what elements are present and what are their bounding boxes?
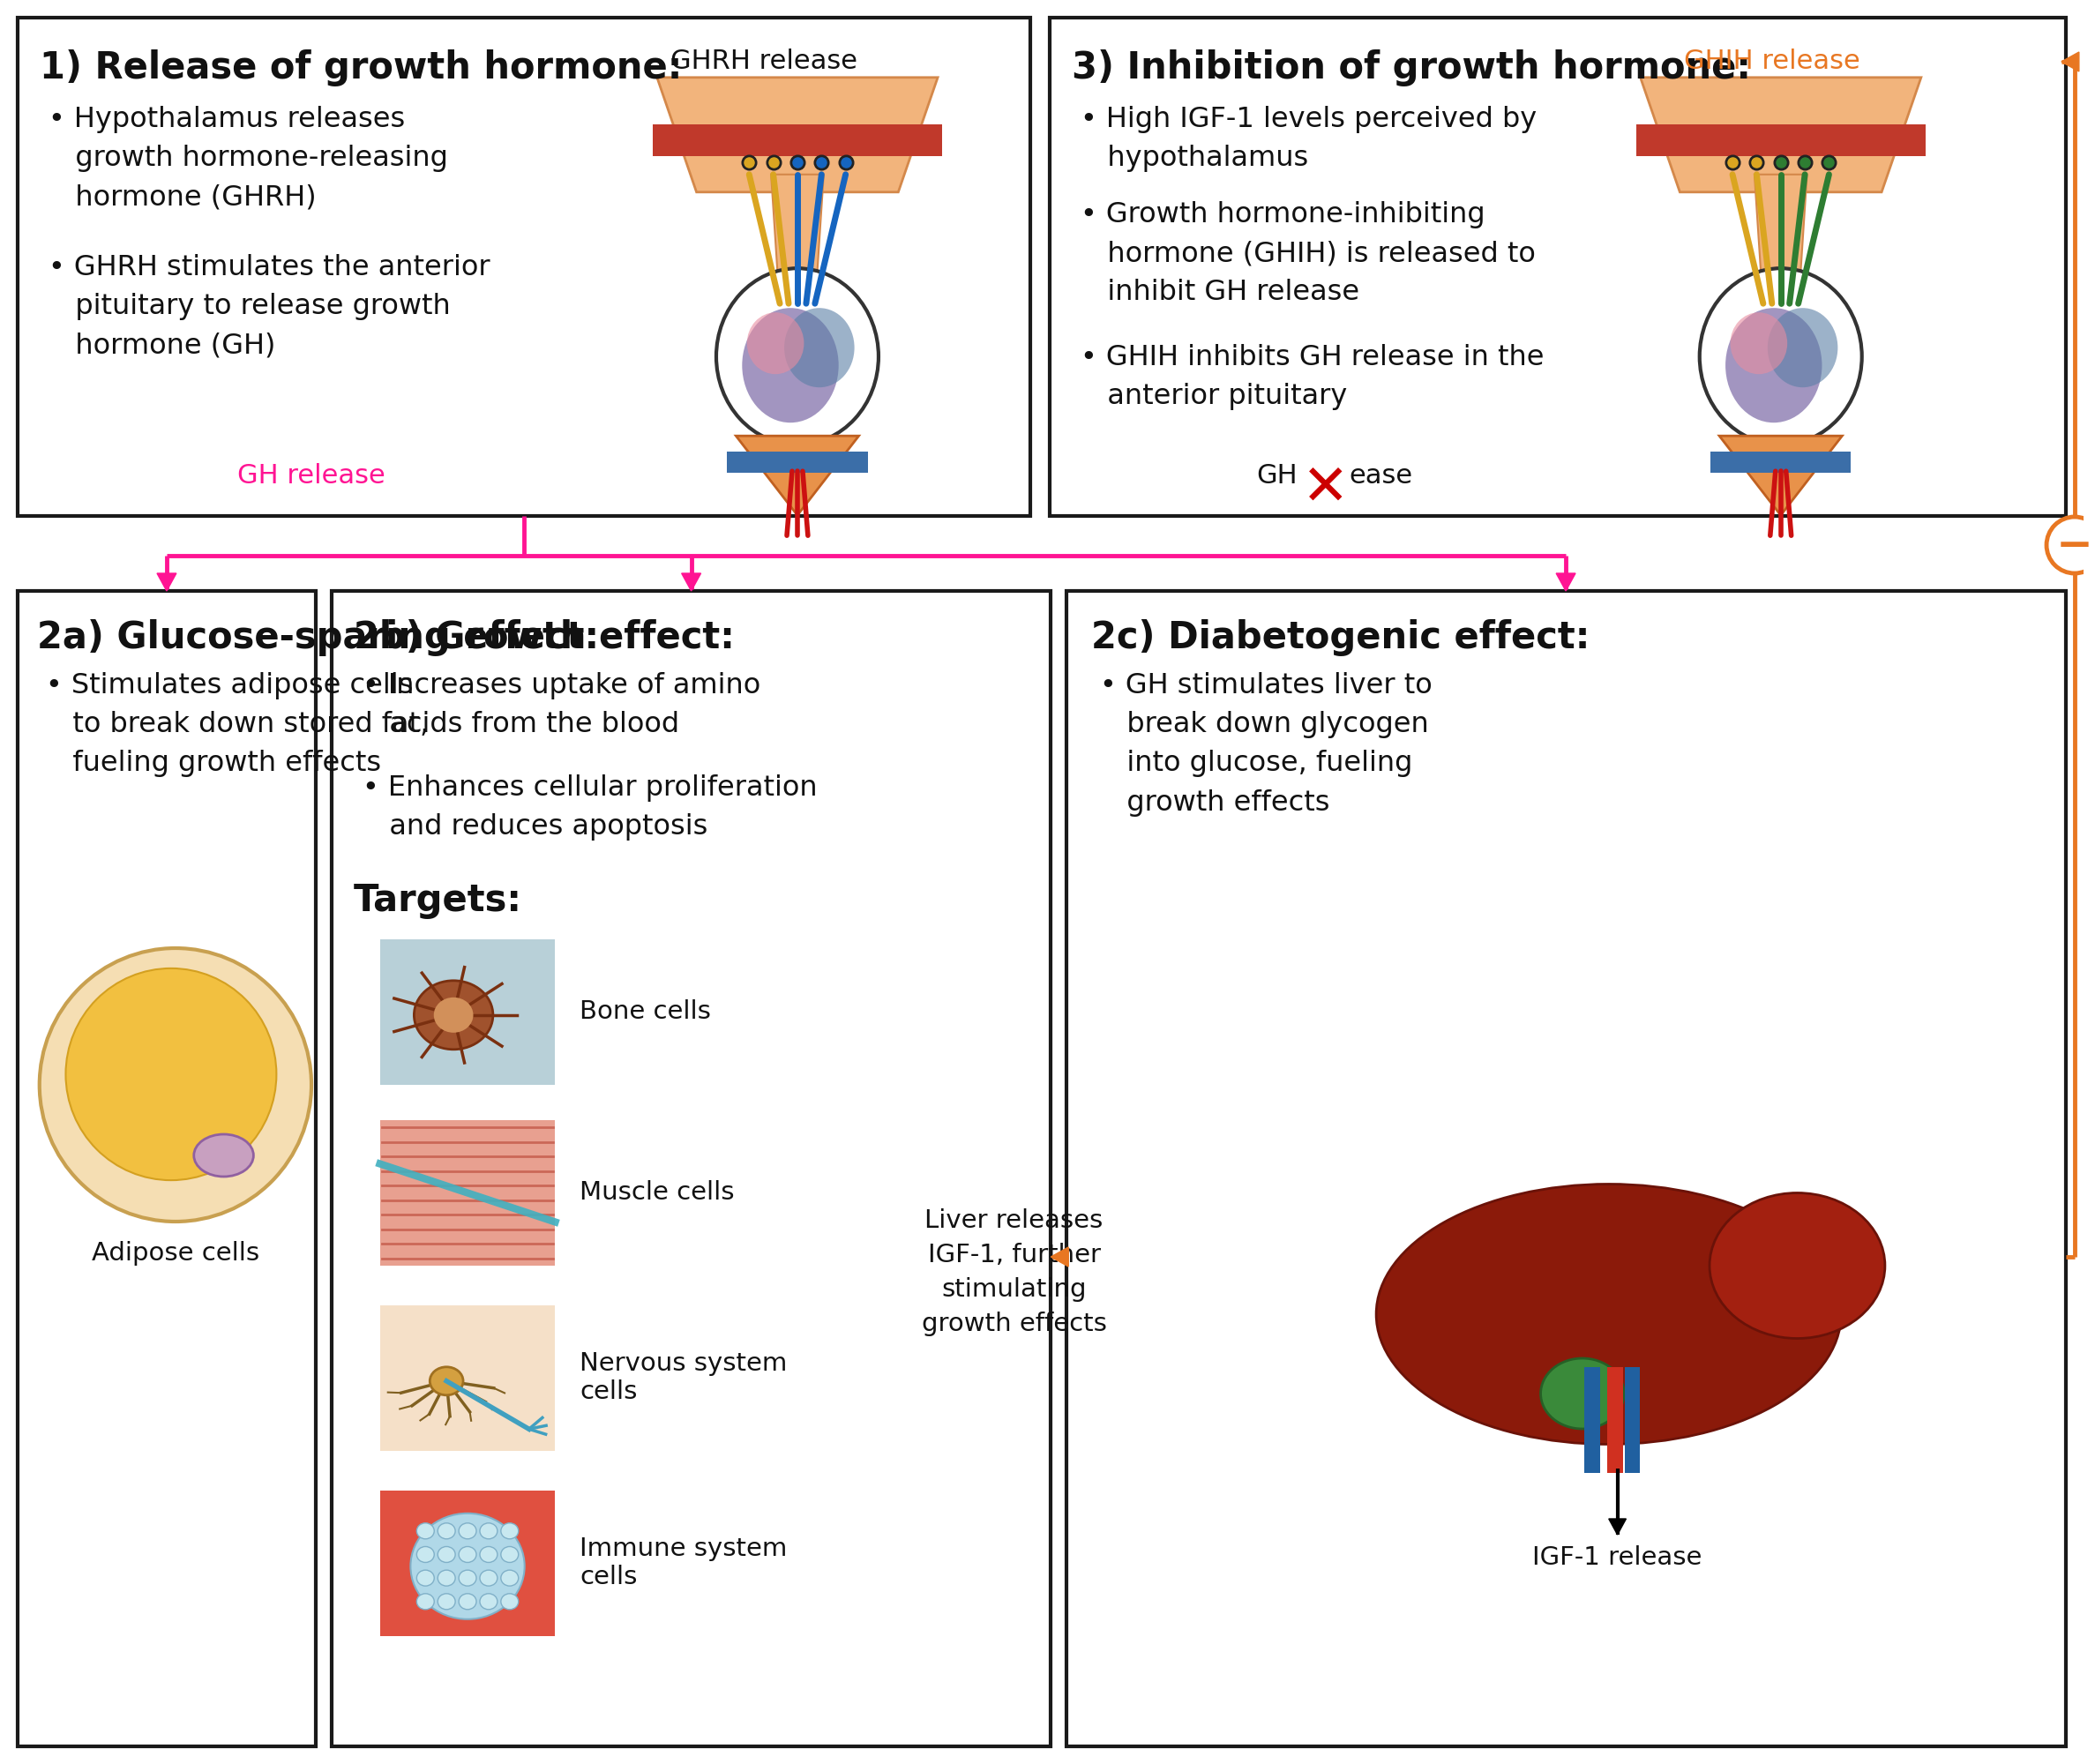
- Ellipse shape: [438, 1522, 455, 1538]
- Ellipse shape: [784, 309, 855, 388]
- Polygon shape: [157, 573, 176, 591]
- Bar: [379, 1120, 555, 1267]
- Ellipse shape: [417, 1570, 434, 1586]
- Ellipse shape: [480, 1570, 497, 1586]
- Text: ✕: ✕: [1301, 460, 1349, 515]
- Ellipse shape: [480, 1593, 497, 1609]
- Ellipse shape: [411, 1514, 524, 1619]
- Text: 2c) Diabetogenic effect:: 2c) Diabetogenic effect:: [1091, 619, 1590, 656]
- Bar: [17, 18, 1031, 515]
- Text: GHIH release: GHIH release: [1684, 48, 1860, 74]
- Polygon shape: [1557, 573, 1575, 591]
- Text: • Hypothalamus releases
   growth hormone-releasing
   hormone (GHRH): • Hypothalamus releases growth hormone-r…: [48, 106, 448, 212]
- Ellipse shape: [1726, 309, 1823, 423]
- Text: • Growth hormone-inhibiting
   hormone (GHIH) is released to
   inhibit GH relea: • Growth hormone-inhibiting hormone (GHI…: [1081, 201, 1536, 307]
- Text: GH release: GH release: [237, 462, 385, 489]
- Polygon shape: [681, 573, 702, 591]
- Polygon shape: [2061, 51, 2078, 71]
- Bar: [1584, 1367, 1601, 1473]
- Ellipse shape: [65, 968, 277, 1180]
- Text: Bone cells: Bone cells: [580, 998, 710, 1023]
- Bar: [331, 591, 1052, 1746]
- Ellipse shape: [1540, 1358, 1624, 1429]
- Ellipse shape: [501, 1547, 517, 1563]
- Text: • High IGF-1 levels perceived by
   hypothalamus: • High IGF-1 levels perceived by hypotha…: [1081, 106, 1538, 173]
- Ellipse shape: [459, 1593, 476, 1609]
- Polygon shape: [1609, 1519, 1626, 1535]
- Ellipse shape: [480, 1547, 497, 1563]
- Text: • GHRH stimulates the anterior
   pituitary to release growth
   hormone (GH): • GHRH stimulates the anterior pituitary…: [48, 254, 490, 360]
- Polygon shape: [1052, 1247, 1068, 1267]
- Ellipse shape: [748, 312, 804, 374]
- Ellipse shape: [429, 1367, 463, 1395]
- Text: • Stimulates adipose cells
   to break down stored fat,
   fueling growth effect: • Stimulates adipose cells to break down…: [46, 672, 429, 778]
- Text: 1) Release of growth hormone:: 1) Release of growth hormone:: [40, 49, 683, 86]
- Text: IGF-1 release: IGF-1 release: [1534, 1545, 1703, 1570]
- Bar: [654, 125, 943, 157]
- Text: • Increases uptake of amino
   acids from the blood: • Increases uptake of amino acids from t…: [362, 672, 760, 739]
- Ellipse shape: [438, 1593, 455, 1609]
- Text: Nervous system
cells: Nervous system cells: [580, 1351, 788, 1404]
- Text: −: −: [2055, 526, 2093, 568]
- Bar: [727, 452, 867, 473]
- Text: ease: ease: [1349, 462, 1412, 489]
- Ellipse shape: [434, 997, 473, 1032]
- Polygon shape: [658, 78, 939, 192]
- Ellipse shape: [459, 1522, 476, 1538]
- Ellipse shape: [438, 1547, 455, 1563]
- Text: Immune system
cells: Immune system cells: [580, 1536, 788, 1589]
- Ellipse shape: [1376, 1184, 1842, 1445]
- Ellipse shape: [501, 1593, 517, 1609]
- Ellipse shape: [459, 1570, 476, 1586]
- Ellipse shape: [1730, 312, 1787, 374]
- Ellipse shape: [417, 1593, 434, 1609]
- Text: 3) Inhibition of growth hormone:: 3) Inhibition of growth hormone:: [1073, 49, 1751, 86]
- Ellipse shape: [415, 981, 492, 1050]
- Ellipse shape: [417, 1547, 434, 1563]
- Bar: [1066, 591, 2066, 1746]
- Ellipse shape: [501, 1570, 517, 1586]
- Text: • GH stimulates liver to
   break down glycogen
   into glucose, fueling
   grow: • GH stimulates liver to break down glyc…: [1100, 672, 1433, 817]
- Ellipse shape: [417, 1522, 434, 1538]
- Text: • GHIH inhibits GH release in the
   anterior pituitary: • GHIH inhibits GH release in the anteri…: [1081, 344, 1544, 411]
- Ellipse shape: [438, 1570, 455, 1586]
- Ellipse shape: [716, 268, 878, 445]
- Polygon shape: [1754, 175, 1808, 309]
- Ellipse shape: [501, 1522, 517, 1538]
- Ellipse shape: [40, 949, 312, 1221]
- Text: 2b) Growth effect:: 2b) Growth effect:: [354, 619, 735, 656]
- Text: 2a) Glucose-sparing effect:: 2a) Glucose-sparing effect:: [38, 619, 599, 656]
- Bar: [1050, 18, 2066, 515]
- Ellipse shape: [459, 1547, 476, 1563]
- Bar: [379, 1491, 555, 1637]
- Bar: [1624, 1367, 1640, 1473]
- Text: GHRH release: GHRH release: [670, 48, 857, 74]
- Polygon shape: [1640, 78, 1921, 192]
- Bar: [1636, 125, 1925, 157]
- Bar: [1607, 1367, 1624, 1473]
- Bar: [17, 591, 316, 1746]
- Polygon shape: [771, 175, 823, 309]
- Text: Muscle cells: Muscle cells: [580, 1180, 735, 1205]
- Text: • Enhances cellular proliferation
   and reduces apoptosis: • Enhances cellular proliferation and re…: [362, 774, 817, 841]
- Text: Targets:: Targets:: [354, 882, 522, 919]
- Circle shape: [2047, 517, 2095, 573]
- Polygon shape: [735, 436, 859, 515]
- Ellipse shape: [1699, 268, 1862, 445]
- Bar: [379, 938, 555, 1085]
- Ellipse shape: [480, 1522, 497, 1538]
- Polygon shape: [1720, 436, 1842, 515]
- Text: Adipose cells: Adipose cells: [92, 1242, 260, 1267]
- Text: Liver releases
IGF-1, further
stimulating
growth effects: Liver releases IGF-1, further stimulatin…: [922, 1208, 1106, 1337]
- Ellipse shape: [195, 1134, 253, 1177]
- Bar: [379, 1305, 555, 1450]
- Ellipse shape: [1768, 309, 1837, 388]
- Text: GH: GH: [1257, 462, 1297, 489]
- Ellipse shape: [1710, 1192, 1886, 1339]
- Ellipse shape: [742, 309, 838, 423]
- Bar: [1710, 452, 1850, 473]
